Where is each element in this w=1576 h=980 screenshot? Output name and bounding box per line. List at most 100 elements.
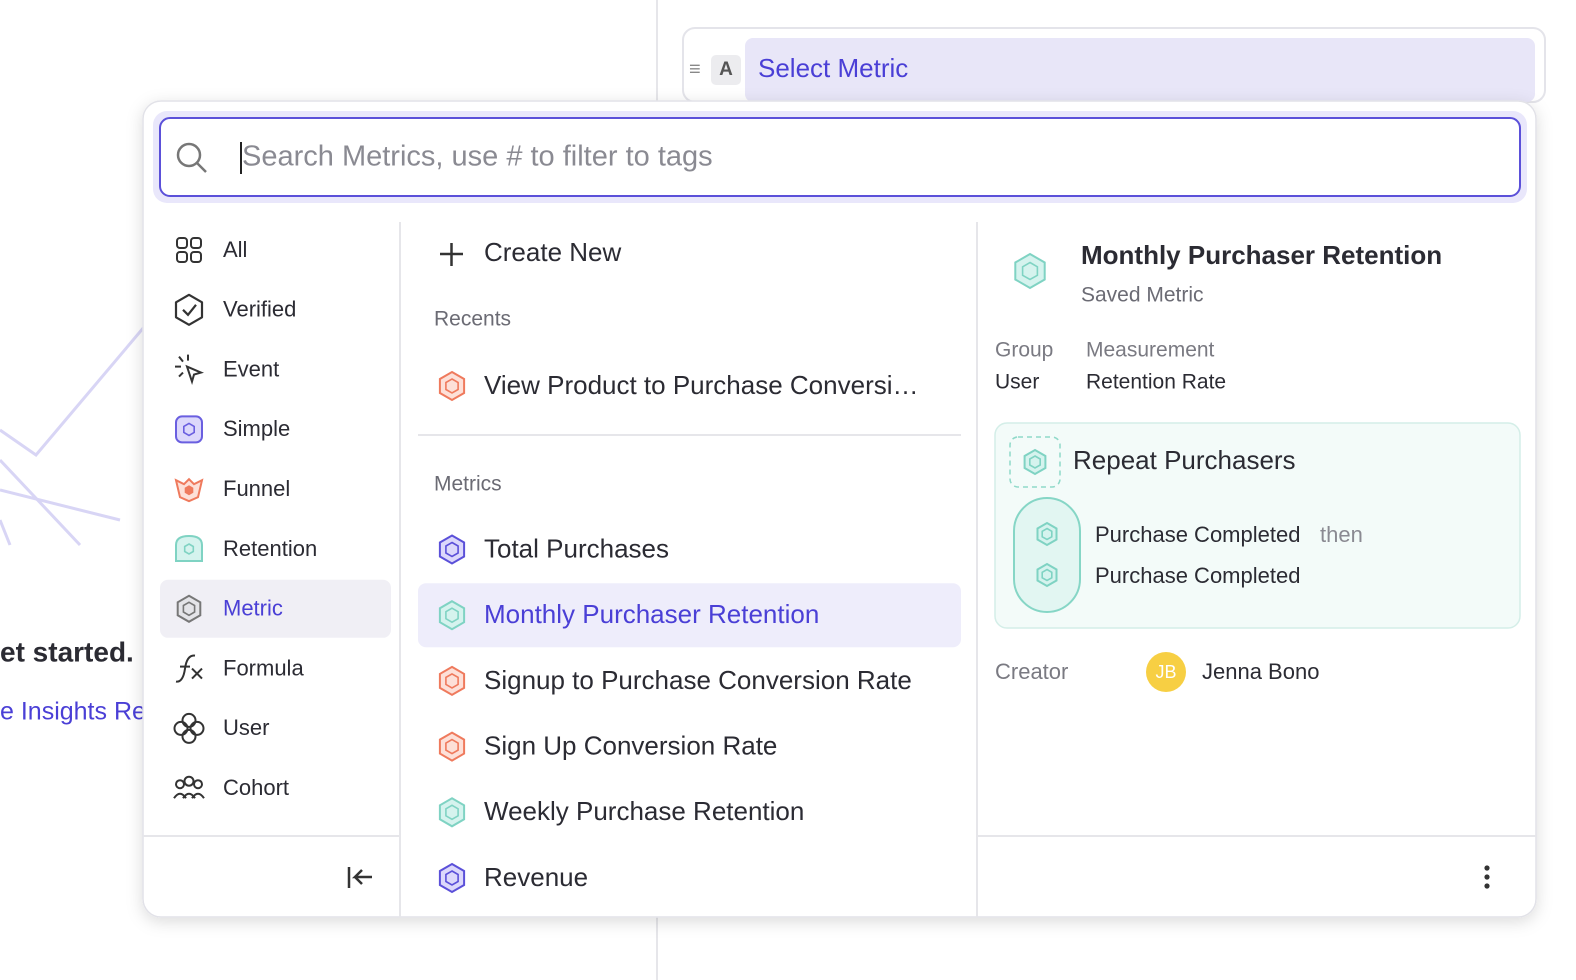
sidebar-item[interactable]: Cohort	[173, 775, 289, 800]
hex-icon-inner	[445, 870, 459, 886]
sidebar-label: Metric	[223, 596, 283, 621]
hex-icon	[438, 370, 466, 402]
hex-icon-inner	[1021, 261, 1039, 281]
sidebar-item[interactable]: Formula	[175, 654, 304, 683]
icon-part	[178, 371, 184, 378]
icon-part	[191, 667, 203, 680]
measurement-value: Retention Rate	[1086, 371, 1226, 394]
sidebar-item[interactable]: Verified	[174, 293, 296, 326]
sidebar-label: Verified	[223, 297, 296, 322]
icon-part	[173, 720, 189, 736]
group-value: User	[995, 371, 1039, 394]
creator-initials: JB	[1155, 662, 1176, 682]
sidebar-label: Cohort	[223, 775, 289, 800]
icon-part	[184, 485, 194, 496]
icon-part	[181, 712, 197, 728]
insights-link[interactable]: e Insights Re	[0, 698, 146, 726]
more-button[interactable]	[1484, 865, 1490, 889]
sidebar-item[interactable]: User	[173, 712, 270, 744]
hex-icon	[438, 862, 466, 894]
icon-part	[175, 779, 185, 790]
icon-part	[190, 237, 202, 249]
create-new-button[interactable]: Create New	[440, 237, 621, 267]
sidebar-item[interactable]: Funnel	[174, 476, 290, 503]
search-input[interactable]	[159, 117, 1521, 197]
metric-item[interactable]: Weekly Purchase Retention	[438, 796, 804, 828]
metric-label: Total Purchases	[484, 533, 669, 563]
steps-pill	[1013, 497, 1081, 613]
hex-icon-inner	[445, 804, 459, 821]
hex-icon	[438, 534, 466, 565]
hex-icon-inner	[445, 541, 459, 558]
search-placeholder: Search Metrics, use # to filter to tags	[242, 141, 713, 173]
sidebar-label: Event	[223, 356, 279, 381]
sidebar-item[interactable]: Metric	[160, 579, 391, 638]
hex-icon	[1023, 448, 1047, 476]
metric-item[interactable]: Total Purchases	[438, 533, 669, 565]
hex-icon-inner	[445, 607, 459, 624]
icon-part	[183, 775, 195, 787]
sidebar-label: User	[223, 715, 269, 740]
icon-part	[182, 304, 197, 317]
sidebar-item[interactable]: Event	[175, 354, 279, 385]
hex-icon	[438, 665, 466, 697]
step-connector: then	[1320, 522, 1363, 547]
hex-icon	[1036, 562, 1058, 588]
decoration	[0, 319, 152, 547]
letter-badge	[711, 55, 741, 85]
hex-icon	[1036, 521, 1058, 547]
icon-part	[175, 654, 196, 683]
step-1: Purchase Completed	[1095, 522, 1300, 547]
creator-label: Creator	[995, 659, 1068, 684]
select-metric-button[interactable]	[745, 38, 1535, 102]
sidebar-item[interactable]: Simple	[175, 415, 290, 444]
metric-label: Weekly Purchase Retention	[484, 796, 804, 826]
detail-subtitle: Saved Metric	[1081, 284, 1204, 307]
icon-part	[178, 355, 184, 363]
collapse-button[interactable]	[347, 867, 372, 888]
icon-part	[191, 792, 205, 799]
metric-item[interactable]: Monthly Purchaser Retention	[418, 583, 961, 648]
icon-part	[176, 237, 188, 249]
search-icon-handle	[196, 162, 207, 173]
metric-picker: Search Metrics, use # to filter to tags …	[142, 100, 1537, 918]
icon-part	[183, 543, 195, 555]
recent-item[interactable]: View Product to Purchase Conversi…	[438, 370, 919, 402]
hex-icon-inner	[1041, 527, 1053, 541]
create-new-label: Create New	[484, 237, 621, 267]
creator-name: Jenna Bono	[1202, 659, 1319, 684]
sidebar-item[interactable]: Retention	[175, 534, 317, 562]
get-started: et started.	[0, 636, 134, 667]
sidebar-item[interactable]: All	[176, 237, 247, 263]
icon-part	[175, 415, 203, 444]
hex-icon	[438, 731, 466, 762]
query-letter: A	[719, 59, 733, 80]
hex-icon	[176, 594, 202, 623]
metric-item[interactable]: Sign Up Conversion Rate	[438, 730, 777, 762]
search-icon	[176, 142, 202, 168]
drag-handle[interactable]: ≡	[689, 58, 701, 80]
card-title: Repeat Purchasers	[1073, 445, 1296, 475]
hex-icon-inner	[1029, 455, 1041, 469]
metric-item[interactable]: Signup to Purchase Conversion Rate	[438, 665, 912, 697]
sidebar-label: Formula	[223, 655, 304, 680]
icon-part	[174, 293, 204, 326]
selected-highlight	[160, 579, 391, 638]
creator-avatar	[1146, 652, 1186, 692]
metric-item[interactable]: Revenue	[438, 862, 588, 894]
sidebar-label: All	[223, 237, 247, 262]
metric-label: Revenue	[484, 862, 588, 892]
hex-icon-inner	[445, 738, 459, 755]
select-metric-label: Select Metric	[758, 53, 908, 83]
measurement-label: Measurement	[1086, 339, 1215, 362]
hex-icon-inner	[445, 672, 459, 689]
step-2: Purchase Completed	[1095, 563, 1300, 588]
sidebar-label: Retention	[223, 536, 317, 561]
icon-part	[175, 534, 203, 562]
group-label: Group	[995, 339, 1053, 362]
icon-part	[190, 251, 202, 263]
hex-icon	[1014, 252, 1046, 290]
hex-icon	[438, 600, 466, 631]
